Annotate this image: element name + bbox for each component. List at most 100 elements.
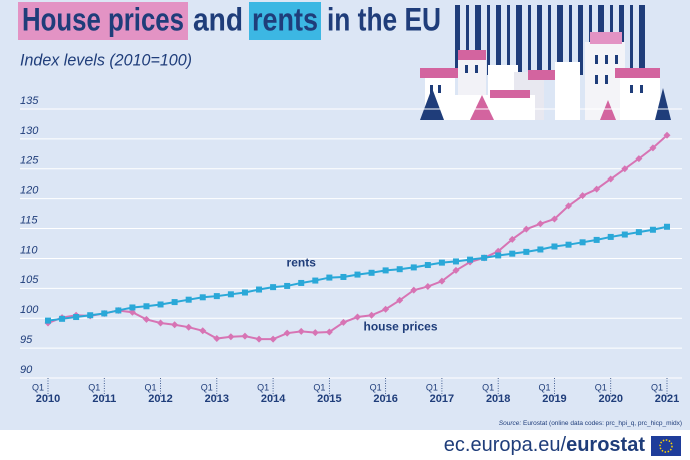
marker — [256, 286, 263, 293]
marker — [523, 248, 530, 255]
x-tick-quarter: Q1 — [145, 382, 157, 392]
marker — [269, 335, 277, 343]
marker — [565, 241, 572, 248]
marker — [649, 144, 657, 152]
marker — [508, 235, 516, 243]
marker — [579, 192, 587, 200]
marker — [142, 315, 150, 323]
title: in the EU — [327, 1, 441, 37]
marker — [438, 277, 446, 285]
eu-flag — [651, 436, 681, 456]
marker — [368, 311, 376, 319]
marker — [452, 266, 460, 274]
marker — [550, 215, 558, 223]
x-tick-quarter: Q1 — [482, 382, 494, 392]
y-tick-label: 115 — [20, 214, 38, 226]
marker — [607, 233, 614, 240]
marker — [115, 307, 122, 314]
marker — [241, 332, 249, 340]
title: House prices — [22, 1, 184, 37]
marker — [199, 327, 207, 335]
x-tick-quarter: Q1 — [370, 382, 382, 392]
x-tick-quarter: Q1 — [595, 382, 607, 392]
x-tick-label: 2020 — [598, 393, 622, 405]
x-tick-label: 2012 — [148, 393, 172, 405]
y-tick-label: 110 — [20, 244, 38, 256]
x-tick-label: 2017 — [430, 393, 454, 405]
footer-domain: ec.europa.eu/ — [444, 434, 567, 456]
marker — [241, 289, 248, 296]
x-tick-label: 2016 — [373, 393, 397, 405]
series-label: house prices — [364, 319, 438, 333]
x-tick-label: 2014 — [261, 393, 286, 405]
source: Source: Eurostat (online data codes: prc… — [499, 420, 682, 427]
illustration — [420, 5, 671, 120]
marker — [382, 267, 389, 274]
marker — [157, 301, 164, 308]
marker — [143, 303, 150, 310]
marker — [325, 328, 333, 336]
marker — [579, 239, 586, 246]
marker — [326, 274, 333, 281]
marker — [621, 231, 628, 238]
marker — [410, 264, 417, 271]
y-tick-label: 120 — [20, 185, 39, 197]
marker — [635, 155, 643, 163]
title-highlight — [18, 2, 188, 40]
marker — [424, 262, 431, 269]
marker — [298, 279, 305, 286]
footer: ec.europa.eu/eurostat — [444, 434, 646, 456]
marker — [537, 246, 544, 253]
marker — [509, 250, 516, 257]
marker — [129, 304, 136, 311]
marker — [635, 229, 642, 236]
title-highlight — [249, 2, 321, 40]
marker — [227, 333, 235, 341]
marker — [607, 175, 615, 183]
marker — [593, 236, 600, 243]
x-tick-quarter: Q1 — [32, 382, 44, 392]
marker — [649, 226, 656, 233]
source-text: Eurostat (online data codes: prc_hpi_q, … — [523, 420, 682, 427]
marker — [551, 243, 558, 250]
marker — [171, 299, 178, 306]
x-tick-label: 2010 — [36, 393, 60, 405]
marker — [593, 185, 601, 193]
marker — [185, 296, 192, 303]
y-tick-label: 95 — [20, 334, 33, 346]
marker — [410, 286, 418, 294]
marker — [87, 312, 94, 319]
y-tick-label: 125 — [20, 155, 39, 167]
x-tick-label: 2013 — [205, 393, 229, 405]
marker — [340, 273, 347, 280]
marker — [311, 329, 319, 337]
y-tick-label: 90 — [20, 364, 33, 376]
marker — [481, 254, 488, 261]
marker — [396, 266, 403, 273]
marker — [101, 310, 108, 317]
marker — [213, 293, 220, 300]
marker — [368, 269, 375, 276]
source-label: Source: — [499, 420, 522, 427]
marker — [536, 220, 544, 228]
marker — [663, 131, 671, 139]
marker — [522, 225, 530, 233]
subtitle: Index levels (2010=100) — [20, 50, 192, 69]
x-tick-label: 2015 — [317, 393, 341, 405]
x-tick-quarter: Q1 — [313, 382, 325, 392]
x-tick-quarter: Q1 — [88, 382, 100, 392]
marker — [284, 282, 291, 289]
y-tick-label: 100 — [20, 304, 39, 316]
marker — [171, 321, 179, 329]
y-tick-label: 135 — [20, 95, 39, 107]
marker — [565, 202, 573, 210]
marker — [199, 294, 206, 301]
marker — [270, 284, 277, 291]
marker — [664, 223, 670, 230]
x-tick-label: 2019 — [542, 393, 566, 405]
marker — [382, 305, 390, 313]
marker — [185, 323, 193, 331]
x-tick-quarter: Q1 — [538, 382, 550, 392]
marker — [339, 318, 347, 326]
marker — [283, 329, 291, 337]
